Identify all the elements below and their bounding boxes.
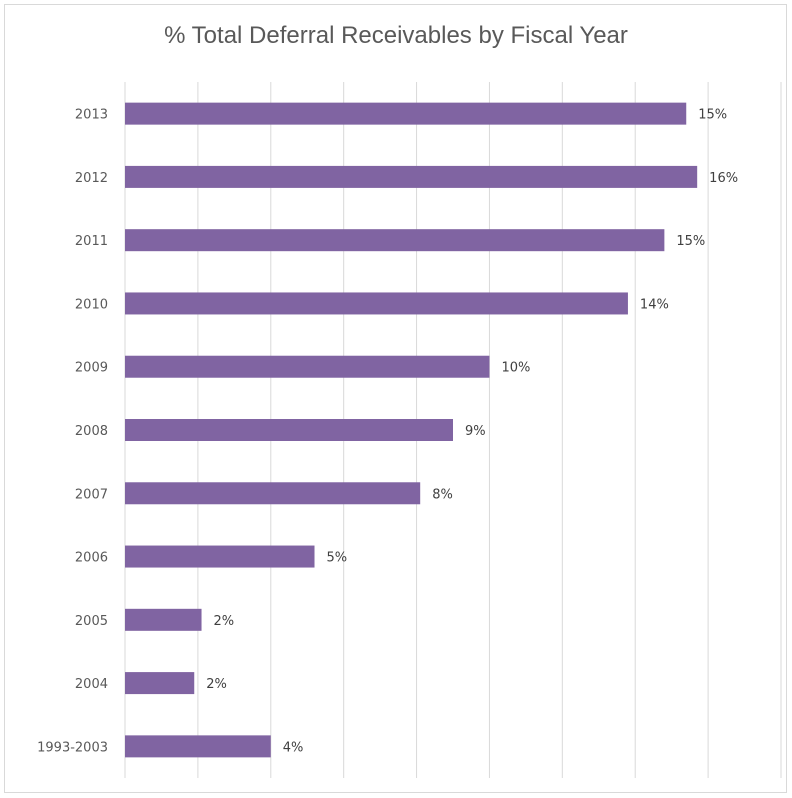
tick-label: 2010 — [75, 297, 108, 312]
tick-label: 2006 — [75, 551, 108, 566]
tick-label: 2005 — [75, 614, 108, 629]
data-label: 15% — [698, 108, 727, 123]
data-label: 10% — [501, 361, 530, 376]
bar-2011 — [125, 229, 665, 252]
bar-2007 — [125, 482, 421, 505]
bar-2010 — [125, 292, 628, 315]
data-label: 2% — [214, 614, 235, 629]
bar-2008 — [125, 419, 453, 441]
tick-label: 2008 — [75, 424, 108, 439]
category-ticks: 2013 2012 2011 2010 2009 2008 2007 2006 2005 2004… — [37, 108, 108, 756]
bar-2013 — [125, 102, 687, 125]
data-label: 9% — [465, 424, 486, 439]
chart-title: % Total Deferral Receivables by Fiscal Y… — [164, 22, 628, 49]
tick-label: 2013 — [75, 108, 108, 123]
bar-2005 — [125, 608, 202, 631]
tick-label: 1993-2003 — [37, 740, 108, 755]
bar-2004 — [125, 672, 195, 695]
data-label: 8% — [432, 487, 453, 502]
tick-label: 2004 — [75, 677, 108, 692]
bar-2009 — [125, 355, 490, 378]
data-label: 4% — [283, 740, 304, 755]
bar-2012 — [125, 165, 698, 188]
chart-frame — [4, 4, 787, 793]
tick-label: 2007 — [75, 487, 108, 502]
tick-label: 2011 — [75, 234, 108, 249]
data-label: 2% — [206, 677, 227, 692]
bar-2006 — [125, 545, 315, 568]
tick-label: 2009 — [75, 361, 108, 376]
data-label: 14% — [640, 297, 669, 312]
bar-1993-2003 — [125, 735, 271, 758]
tick-label: 2012 — [75, 171, 108, 186]
data-labels: 15% 16% 15% 14% 10% 9% 8% 5% 2% 2% 4% — [206, 108, 738, 756]
data-label: 5% — [327, 551, 348, 566]
data-label: 16% — [709, 171, 738, 186]
data-label: 15% — [676, 234, 705, 249]
bars — [125, 102, 698, 758]
